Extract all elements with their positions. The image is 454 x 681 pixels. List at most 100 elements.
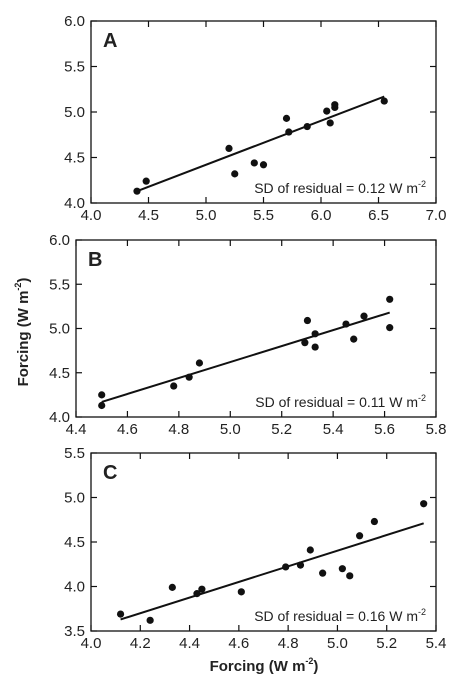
x-tick-label: 4.2 [130, 635, 151, 652]
panel-a: 4.0 4.5 5.0 5.5 6.0 6.5 7.0 4.0 4.5 5.0 5.5 6.0 A SD … [64, 13, 446, 224]
data-point [193, 590, 201, 598]
data-point [386, 295, 394, 303]
x-tick-label: 6.5 [368, 207, 389, 224]
data-point [370, 517, 378, 526]
data-point [296, 561, 305, 569]
data-point [323, 107, 331, 115]
data-point [198, 585, 206, 593]
regression-line [101, 311, 391, 403]
y-tick-label: 5.5 [64, 59, 85, 76]
data-point [98, 391, 106, 399]
x-tick-label: 5.0 [196, 207, 217, 224]
x-tick-label: 5.0 [327, 635, 348, 652]
annotation-superscript: -2 [418, 179, 426, 189]
residual-annotation: SD of residual = 0.11 W m-2 [255, 393, 426, 410]
x-tick-label: 4.8 [168, 421, 189, 438]
x-tick-label: 4.5 [138, 207, 159, 224]
x-tick-label: 6.0 [311, 207, 332, 224]
data-point [285, 128, 293, 136]
annotation-text: SD of residual = 0.11 W m [255, 394, 418, 410]
x-tick-label: 4.6 [228, 635, 249, 652]
data-point [225, 144, 233, 152]
y-tick-label: 4.5 [64, 150, 85, 167]
x-tick-label: 4.8 [278, 635, 299, 652]
residual-annotation: SD of residual = 0.16 W m-2 [254, 607, 426, 624]
data-point [237, 588, 245, 596]
data-point [342, 320, 350, 328]
y-tick-label: 4.0 [49, 409, 70, 426]
data-point [350, 335, 358, 343]
y-axis-title: Forcing (W m-2) [13, 278, 32, 387]
data-point [386, 324, 394, 332]
data-point [282, 563, 290, 571]
plot-frame [75, 239, 437, 418]
y-tick-label: 4.0 [64, 195, 85, 212]
data-point [195, 359, 204, 367]
data-point [170, 382, 178, 390]
panel-b: 4.4 4.6 4.8 5.0 5.2 5.4 5.6 5.8 4.0 4.5 5.0 5.5 6.0 B… [49, 232, 446, 438]
annotation-text: SD of residual = 0.16 W m [254, 608, 418, 624]
y-tick-label: 5.5 [49, 276, 70, 293]
y-tick-label: 4.0 [64, 579, 85, 596]
data-point [356, 532, 364, 540]
x-tick-label: 5.2 [376, 635, 397, 652]
x-tick-label: 4.6 [117, 421, 138, 438]
data-point [168, 583, 176, 591]
data-point [319, 569, 327, 577]
x-tick-label: 5.6 [374, 421, 395, 438]
data-point [311, 330, 319, 338]
data-point [306, 546, 314, 554]
data-point [185, 373, 193, 381]
data-point [259, 161, 268, 169]
x-tick-label: 5.8 [426, 421, 447, 438]
panel-c: 4.0 4.2 4.4 4.6 4.8 5.0 5.2 5.43.54.04.55.05.5C… [64, 445, 446, 652]
panel-letter: A [103, 30, 117, 52]
data-point [338, 565, 346, 573]
data-point [326, 119, 334, 127]
data-point [98, 401, 106, 410]
y-tick-label: 6.0 [49, 232, 70, 249]
y-tick-label: 3.5 [64, 623, 85, 640]
x-tick-label: 4.0 [81, 635, 102, 652]
annotation-text: SD of residual = 0.12 W m [254, 180, 418, 196]
x-tick-label: 5.5 [253, 207, 274, 224]
data-point [420, 500, 428, 508]
plot-frame [90, 20, 437, 204]
regression-line [120, 522, 424, 621]
x-tick-label: 4.0 [81, 207, 102, 224]
x-tick-label: 5.0 [220, 421, 241, 438]
y-tick-label: 5.5 [64, 445, 85, 462]
data-point [380, 97, 388, 105]
data-point [146, 616, 154, 624]
data-point [231, 170, 239, 178]
x-axis-title: Forcing (W m-2) [210, 656, 319, 675]
y-tick-label: 4.5 [49, 365, 70, 382]
x-tick-label: 5.4 [323, 421, 344, 438]
data-point [142, 177, 150, 185]
y-tick-label: 6.0 [64, 13, 85, 30]
panel-letter: C [103, 462, 117, 484]
data-point [116, 610, 125, 618]
data-point [133, 187, 141, 195]
y-tick-label: 5.0 [64, 104, 85, 121]
x-tick-label: 5.4 [426, 635, 447, 652]
y-tick-label: 4.5 [64, 534, 85, 551]
data-point [301, 339, 309, 347]
x-tick-label: 4.4 [66, 421, 87, 438]
data-point [250, 159, 258, 167]
data-point [346, 572, 354, 580]
data-point [331, 101, 339, 109]
data-point [311, 343, 319, 351]
plot-frame [90, 452, 437, 632]
y-tick-label: 5.0 [64, 490, 85, 507]
panel-letter: B [88, 249, 102, 271]
regression-line [136, 95, 385, 193]
x-tick-label: 5.2 [271, 421, 292, 438]
annotation-superscript: -2 [418, 393, 426, 403]
data-point [360, 312, 368, 320]
annotation-superscript: -2 [418, 607, 426, 617]
data-point [282, 114, 291, 122]
x-tick-label: 4.4 [179, 635, 200, 652]
residual-annotation: SD of residual = 0.12 W m-2 [254, 179, 426, 196]
